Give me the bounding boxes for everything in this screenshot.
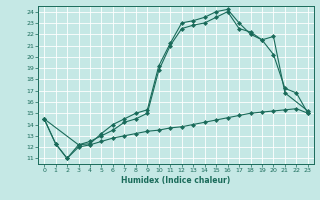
X-axis label: Humidex (Indice chaleur): Humidex (Indice chaleur) — [121, 176, 231, 185]
